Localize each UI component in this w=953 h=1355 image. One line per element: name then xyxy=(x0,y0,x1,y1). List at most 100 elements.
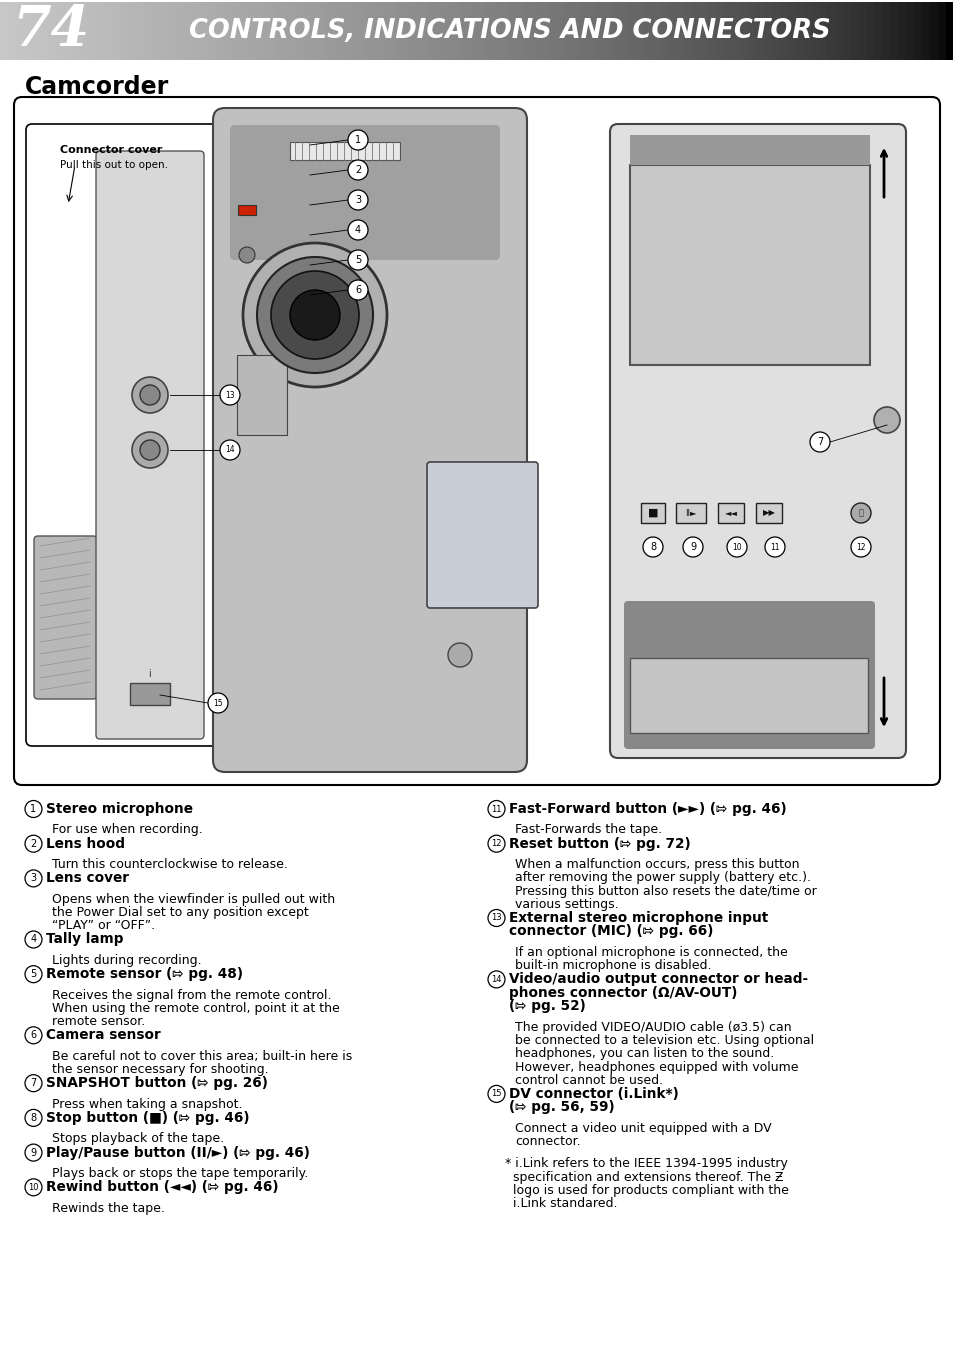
Bar xyxy=(579,1,588,60)
Text: When a malfunction occurs, press this button: When a malfunction occurs, press this bu… xyxy=(515,858,799,871)
Text: Press when taking a snapshot.: Press when taking a snapshot. xyxy=(52,1098,242,1111)
Text: 1: 1 xyxy=(355,136,360,145)
Circle shape xyxy=(348,160,368,180)
Bar xyxy=(556,1,564,60)
Bar xyxy=(826,1,834,60)
Bar xyxy=(683,1,691,60)
Circle shape xyxy=(25,870,42,888)
Bar xyxy=(302,1,310,60)
Text: 11: 11 xyxy=(769,542,779,551)
Bar xyxy=(341,1,350,60)
Text: be connected to a television etc. Using optional: be connected to a television etc. Using … xyxy=(515,1034,813,1047)
Text: Lens cover: Lens cover xyxy=(46,871,129,885)
Text: Tally lamp: Tally lamp xyxy=(46,932,123,947)
Text: the Power Dial set to any position except: the Power Dial set to any position excep… xyxy=(52,906,309,919)
Circle shape xyxy=(256,257,373,373)
Circle shape xyxy=(348,251,368,270)
Text: 12: 12 xyxy=(491,839,501,848)
Bar xyxy=(79,1,88,60)
Bar xyxy=(397,1,405,60)
Bar xyxy=(540,1,548,60)
Bar xyxy=(48,1,55,60)
Bar xyxy=(381,1,389,60)
Text: 8: 8 xyxy=(30,1112,36,1123)
Bar xyxy=(290,142,399,160)
Bar xyxy=(469,1,476,60)
Bar xyxy=(770,1,779,60)
Text: 12: 12 xyxy=(856,542,864,551)
Bar xyxy=(676,503,705,523)
Text: The provided VIDEO/AUDIO cable (ø3.5) can: The provided VIDEO/AUDIO cable (ø3.5) ca… xyxy=(515,1020,791,1034)
Bar xyxy=(231,1,238,60)
Bar xyxy=(40,1,48,60)
Bar xyxy=(64,1,71,60)
Text: ◄◄: ◄◄ xyxy=(723,508,737,518)
Bar xyxy=(191,1,198,60)
Text: DV connector (i.Link*): DV connector (i.Link*) xyxy=(509,1087,678,1100)
Circle shape xyxy=(25,835,42,852)
Text: Stops playback of the tape.: Stops playback of the tape. xyxy=(52,1133,224,1145)
Bar xyxy=(882,1,889,60)
Text: When using the remote control, point it at the: When using the remote control, point it … xyxy=(52,1001,339,1015)
Text: after removing the power supply (battery etc.).: after removing the power supply (battery… xyxy=(515,871,810,885)
Bar xyxy=(612,1,619,60)
Bar xyxy=(262,1,270,60)
Bar xyxy=(334,1,341,60)
Text: ▶▶: ▶▶ xyxy=(761,508,775,518)
Circle shape xyxy=(243,243,387,388)
Bar xyxy=(619,1,627,60)
Text: Camcorder: Camcorder xyxy=(25,75,169,99)
Text: 3: 3 xyxy=(355,195,360,205)
Circle shape xyxy=(290,290,339,340)
Bar xyxy=(572,1,579,60)
Circle shape xyxy=(25,1144,42,1161)
Circle shape xyxy=(809,432,829,453)
Text: SNAPSHOT button (⇰ pg. 26): SNAPSHOT button (⇰ pg. 26) xyxy=(46,1076,268,1091)
Bar xyxy=(532,1,540,60)
Bar xyxy=(286,1,294,60)
Bar xyxy=(517,1,524,60)
Text: Play/Pause button (II/►) (⇰ pg. 46): Play/Pause button (II/►) (⇰ pg. 46) xyxy=(46,1145,310,1160)
Bar xyxy=(718,503,743,523)
Bar xyxy=(71,1,79,60)
Text: If an optional microphone is connected, the: If an optional microphone is connected, … xyxy=(515,946,787,959)
Bar xyxy=(834,1,841,60)
Bar xyxy=(95,1,103,60)
Text: (⇰ pg. 52): (⇰ pg. 52) xyxy=(509,1000,585,1014)
Circle shape xyxy=(220,440,240,459)
Bar xyxy=(294,1,302,60)
FancyBboxPatch shape xyxy=(14,98,939,785)
Text: Rewinds the tape.: Rewinds the tape. xyxy=(52,1202,165,1215)
Text: i.Link standared.: i.Link standared. xyxy=(513,1196,617,1210)
Bar xyxy=(640,503,664,523)
Circle shape xyxy=(873,406,899,434)
Text: Video/audio output connector or head-: Video/audio output connector or head- xyxy=(509,973,807,986)
Circle shape xyxy=(488,1085,504,1103)
Bar xyxy=(135,1,143,60)
Text: (⇰ pg. 56, 59): (⇰ pg. 56, 59) xyxy=(509,1100,614,1114)
Bar xyxy=(739,1,746,60)
Bar xyxy=(786,1,794,60)
Bar xyxy=(929,1,937,60)
Bar xyxy=(755,1,762,60)
Text: built-in microphone is disabled.: built-in microphone is disabled. xyxy=(515,959,711,972)
Text: connector.: connector. xyxy=(515,1135,580,1148)
Circle shape xyxy=(348,130,368,150)
Text: 2: 2 xyxy=(30,839,36,848)
Bar xyxy=(667,1,675,60)
Bar xyxy=(802,1,810,60)
Bar xyxy=(357,1,365,60)
Circle shape xyxy=(25,1110,42,1126)
Circle shape xyxy=(25,1179,42,1196)
Text: Camera sensor: Camera sensor xyxy=(46,1028,161,1042)
Bar xyxy=(755,503,781,523)
Circle shape xyxy=(726,537,746,557)
Circle shape xyxy=(682,537,702,557)
Bar xyxy=(167,1,174,60)
Bar xyxy=(588,1,596,60)
Text: External stereo microphone input: External stereo microphone input xyxy=(509,911,767,925)
Text: 6: 6 xyxy=(355,285,360,295)
Bar xyxy=(222,1,231,60)
Bar xyxy=(278,1,286,60)
Bar xyxy=(374,1,381,60)
